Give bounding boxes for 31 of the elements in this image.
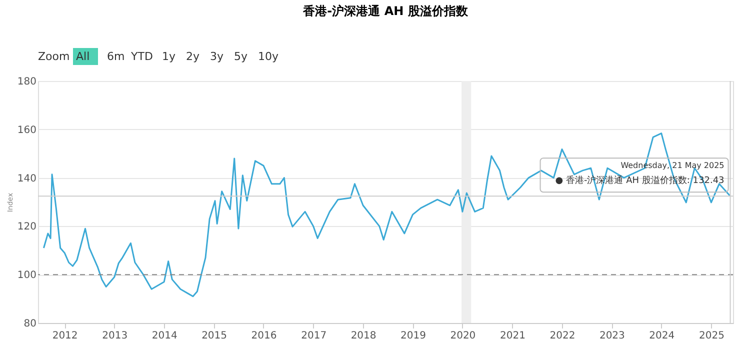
x-tick-label: 2012 bbox=[52, 330, 78, 342]
x-tick-label: 2022 bbox=[550, 330, 576, 342]
text: 2y bbox=[186, 50, 200, 63]
text: 1y bbox=[162, 50, 176, 63]
y-tick-label: 140 bbox=[17, 173, 36, 184]
text: 6m bbox=[107, 50, 125, 63]
chart-title: 香港-沪深港通 AH 股溢价指数 bbox=[302, 4, 469, 18]
x-tick-label: 2021 bbox=[500, 330, 526, 342]
text: 5y bbox=[234, 50, 248, 63]
x-tick-label: 2019 bbox=[400, 330, 426, 342]
y-tick-label: 160 bbox=[17, 124, 36, 136]
x-tick-label: 2024 bbox=[649, 330, 675, 342]
y-tick-label: 80 bbox=[24, 318, 36, 330]
x-tick-label: 2025 bbox=[698, 330, 724, 342]
x-tick-label: 2015 bbox=[202, 330, 228, 342]
text: 3y bbox=[210, 50, 224, 63]
text: 10y bbox=[258, 50, 279, 63]
y-tick-label: 120 bbox=[17, 222, 36, 233]
x-tick-label: 2020 bbox=[450, 330, 476, 342]
x-tick-label: 2017 bbox=[301, 330, 327, 342]
x-tick-label: 2018 bbox=[350, 330, 376, 342]
y-tick-label: 100 bbox=[17, 270, 36, 282]
text: All bbox=[76, 50, 90, 63]
line-series bbox=[42, 132, 732, 298]
y-tick-label: 180 bbox=[17, 76, 36, 88]
x-tick-label: 2023 bbox=[599, 330, 625, 342]
x-tick-label: 2016 bbox=[251, 330, 277, 342]
x-tick-label: 2014 bbox=[152, 330, 178, 342]
text: Zoom bbox=[38, 50, 70, 63]
x-tick-label: 2013 bbox=[102, 330, 128, 342]
text: YTD bbox=[130, 50, 153, 63]
